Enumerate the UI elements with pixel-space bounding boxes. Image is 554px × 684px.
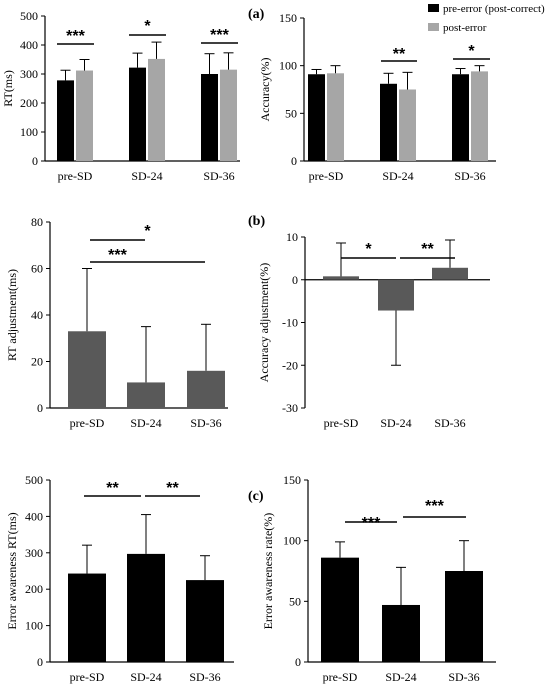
legend-swatch [428, 4, 439, 12]
panel-label: (b) [248, 214, 265, 229]
legend-swatch [428, 23, 439, 31]
y-tick-label: 300 [20, 67, 38, 81]
significance-marker: * [144, 223, 151, 240]
bar [220, 69, 237, 161]
y-tick-label: 10 [286, 230, 298, 244]
x-tick-label: SD-24 [380, 416, 411, 430]
significance-marker: *** [210, 27, 229, 44]
y-axis-label: Accuracy(%) [258, 58, 272, 122]
y-tick-label: 150 [279, 11, 297, 25]
bar [399, 89, 416, 161]
x-tick-label: pre-SD [58, 169, 93, 183]
y-tick-label: 400 [25, 509, 43, 523]
bar [68, 573, 106, 662]
panel-label: (c) [248, 489, 264, 504]
bar [382, 604, 420, 662]
x-tick-label: SD-36 [189, 670, 220, 684]
x-tick-label: pre-SD [70, 416, 105, 430]
bar [186, 580, 224, 662]
y-tick-label: -20 [282, 358, 298, 372]
significance-marker: ** [421, 241, 434, 258]
y-tick-label: 0 [291, 154, 297, 168]
x-tick-label: SD-36 [434, 416, 465, 430]
y-tick-label: -10 [282, 316, 298, 330]
y-tick-label: 0 [292, 273, 298, 287]
bar [432, 267, 468, 280]
bar [187, 370, 225, 408]
x-tick-label: pre-SD [324, 416, 359, 430]
significance-marker: ** [106, 480, 119, 497]
y-tick-label: 60 [31, 262, 43, 276]
x-tick-label: SD-24 [382, 169, 413, 183]
y-tick-label: 400 [20, 38, 38, 52]
bar [445, 571, 483, 662]
y-tick-label: -30 [282, 401, 298, 415]
x-tick-label: SD-36 [448, 670, 479, 684]
legend-label: post-error [443, 22, 487, 34]
y-tick-label: 100 [279, 59, 297, 73]
bar [201, 74, 218, 161]
significance-marker: *** [362, 515, 381, 532]
x-tick-label: SD-24 [385, 670, 416, 684]
y-tick-label: 500 [20, 9, 38, 23]
y-tick-label: 0 [37, 655, 43, 669]
significance-marker: ** [393, 46, 406, 63]
y-tick-label: 50 [285, 106, 297, 120]
bar [308, 74, 325, 161]
x-tick-label: SD-36 [454, 169, 485, 183]
y-tick-label: 200 [20, 96, 38, 110]
y-tick-label: 20 [31, 355, 43, 369]
y-tick-label: 500 [25, 473, 43, 487]
bar [327, 73, 344, 161]
panel-label: (a) [248, 7, 265, 22]
y-tick-label: 100 [283, 534, 301, 548]
legend-label: pre-error (post-correct) [443, 3, 545, 15]
bar [323, 276, 359, 280]
bar [57, 80, 74, 161]
y-tick-label: 100 [20, 125, 38, 139]
bar [148, 58, 165, 161]
x-tick-label: pre-SD [323, 670, 358, 684]
bar [76, 70, 93, 161]
x-tick-label: SD-36 [203, 169, 234, 183]
significance-marker: * [365, 241, 372, 258]
significance-marker: * [468, 43, 475, 60]
x-tick-label: SD-24 [130, 416, 161, 430]
y-tick-label: 0 [37, 401, 43, 415]
y-tick-label: 150 [283, 473, 301, 487]
x-tick-label: SD-24 [131, 169, 162, 183]
y-axis-label: Error awareness RT(ms) [5, 512, 19, 629]
y-axis-label: Error awareness rate(%) [261, 513, 275, 630]
y-axis-label: Accuracy adjustment(%) [257, 263, 271, 383]
y-tick-label: 80 [31, 215, 43, 229]
bar [129, 67, 146, 161]
y-tick-label: 0 [32, 154, 38, 168]
significance-marker: *** [66, 28, 85, 45]
bar [68, 331, 106, 408]
x-tick-label: pre-SD [309, 169, 344, 183]
bar [127, 382, 165, 408]
y-tick-label: 300 [25, 546, 43, 560]
y-tick-label: 50 [289, 594, 301, 608]
significance-marker: *** [108, 247, 127, 264]
significance-marker: *** [425, 498, 444, 515]
x-tick-label: SD-24 [130, 670, 161, 684]
y-axis-label: RT adjustment(ms) [5, 269, 19, 361]
y-tick-label: 100 [25, 619, 43, 633]
bar [452, 74, 469, 161]
bar [380, 83, 397, 161]
x-tick-label: SD-36 [190, 416, 221, 430]
x-tick-label: pre-SD [70, 670, 105, 684]
y-tick-label: 200 [25, 582, 43, 596]
y-tick-label: 40 [31, 308, 43, 322]
significance-marker: * [144, 18, 151, 35]
bar [127, 553, 165, 662]
y-tick-label: 0 [295, 655, 301, 669]
significance-marker: ** [166, 480, 179, 497]
bar [378, 279, 414, 311]
bar [471, 71, 488, 161]
bar [321, 557, 359, 662]
y-axis-label: RT(ms) [1, 70, 15, 107]
